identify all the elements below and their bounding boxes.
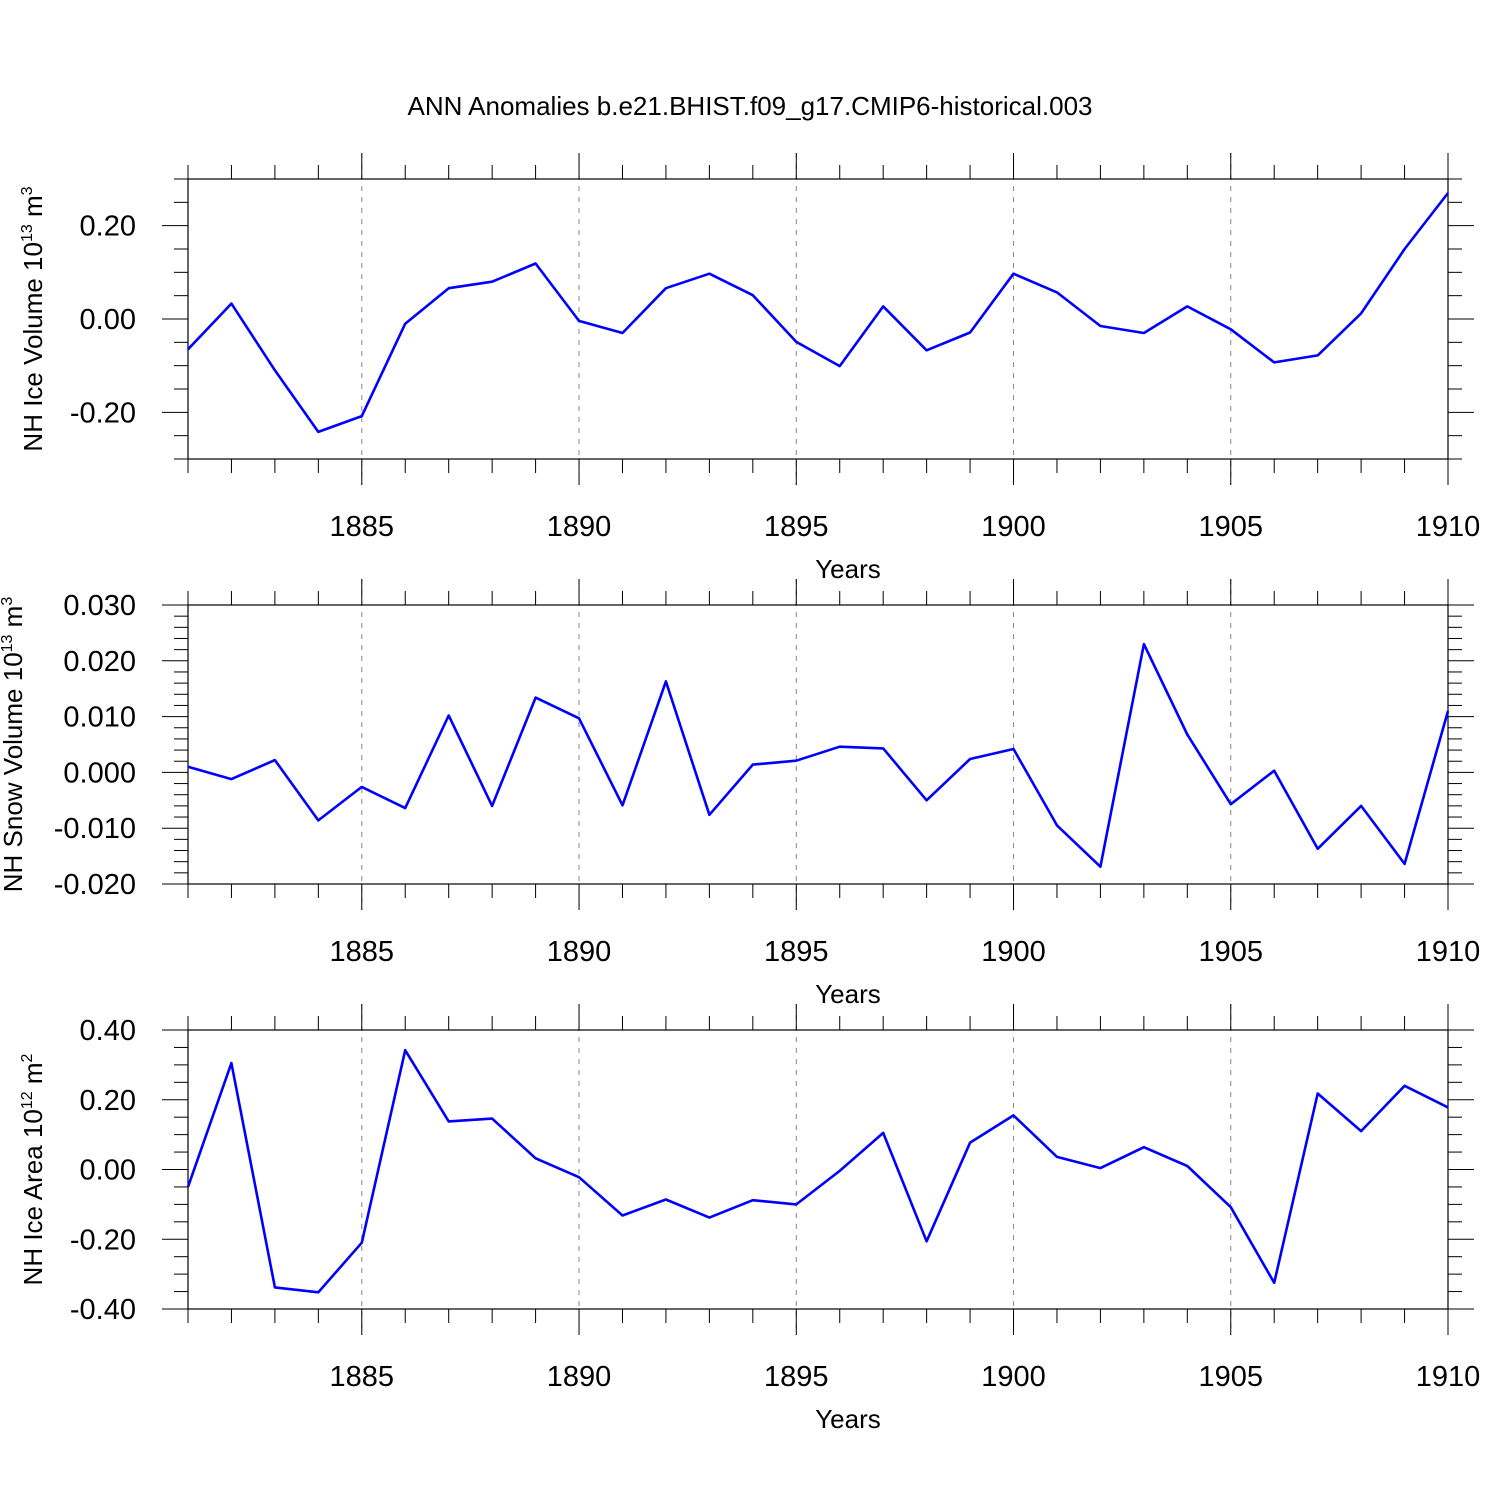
panel-3: 1885 1890 1895 1900 1905 1910 Years -0.40 -0.20 0…: [18, 1004, 1480, 1434]
y-axis-title-exponent: 13: [19, 224, 36, 242]
y-axis-title-unit: m: [0, 606, 28, 635]
y-tick-label: -0.40: [70, 1294, 136, 1326]
y-tick-label: -0.20: [70, 1224, 136, 1256]
x-tick-label: 1910: [1416, 511, 1481, 543]
x-tick-label: 1885: [330, 511, 395, 543]
x-tick-label: 1890: [547, 936, 612, 968]
y-axis-title-unit-exponent: 3: [0, 597, 16, 606]
chart-title: ANN Anomalies b.e21.BHIST.f09_g17.CMIP6-…: [407, 91, 1092, 121]
x-tick-label: 1905: [1199, 1361, 1264, 1393]
y-axis-title-exponent: 12: [19, 1091, 36, 1109]
x-axis-title: Years: [815, 1404, 881, 1434]
y-tick-label: 0.00: [80, 304, 136, 336]
x-tick-label: 1910: [1416, 936, 1481, 968]
y-axis-title-main: NH Ice Area 10: [18, 1109, 48, 1285]
y-tick-label: -0.020: [54, 869, 136, 901]
y-tick-label: 0.000: [63, 757, 136, 789]
y-tick-label: 0.20: [80, 211, 136, 243]
y-axis-title: NH Snow Volume 1013 m3: [0, 597, 28, 893]
series-line: [187, 642, 1450, 869]
y-tick-label: 0.010: [63, 702, 136, 734]
y-axis-title-unit: m: [18, 195, 48, 224]
panel-2: 1885 1890 1895 1900 1905 1910 Years -0.020 -0.01…: [0, 579, 1480, 1009]
y-axis-title-unit-exponent: 3: [19, 186, 36, 195]
x-tick-label: 1890: [547, 511, 612, 543]
panel-1: 1885 1890 1895 1900 1905 1910 Years -0.20 0.00 0.…: [18, 153, 1480, 584]
plot-frame: [187, 604, 1449, 885]
y-axis-title-main: NH Ice Volume 10: [18, 242, 48, 452]
y-axis-title: NH Ice Area 1012 m2: [18, 1053, 48, 1285]
x-tick-label: 1885: [330, 1361, 395, 1393]
x-tick-label: 1910: [1416, 1361, 1481, 1393]
x-axis-title: Years: [815, 554, 881, 584]
y-axis-title-unit: m: [18, 1062, 48, 1091]
x-tick-label: 1895: [764, 511, 829, 543]
y-axis-title-main: NH Snow Volume 10: [0, 652, 28, 892]
y-tick-label: 0.00: [80, 1155, 136, 1187]
x-tick-label: 1900: [981, 1361, 1046, 1393]
y-axis-title-unit-exponent: 2: [19, 1053, 36, 1062]
series-line: [186, 1048, 1449, 1294]
x-tick-label: 1895: [764, 936, 829, 968]
y-axis-title-exponent: 13: [0, 634, 16, 652]
series-line: [187, 192, 1450, 434]
x-tick-label: 1900: [981, 936, 1046, 968]
y-tick-label: 0.40: [80, 1015, 136, 1047]
x-tick-label: 1885: [330, 936, 395, 968]
y-axis-title: NH Ice Volume 1013 m3: [18, 186, 48, 451]
x-axis-title: Years: [815, 979, 881, 1009]
y-tick-label: -0.20: [70, 397, 136, 429]
y-tick-label: 0.020: [63, 646, 136, 678]
x-tick-label: 1890: [547, 1361, 612, 1393]
x-tick-label: 1905: [1199, 511, 1264, 543]
x-tick-label: 1905: [1199, 936, 1264, 968]
x-tick-label: 1900: [981, 511, 1046, 543]
y-tick-label: 0.20: [80, 1085, 136, 1117]
plot-frame: [187, 178, 1449, 460]
y-tick-label: 0.030: [63, 590, 136, 622]
y-tick-label: -0.010: [54, 813, 136, 845]
x-tick-label: 1895: [764, 1361, 829, 1393]
